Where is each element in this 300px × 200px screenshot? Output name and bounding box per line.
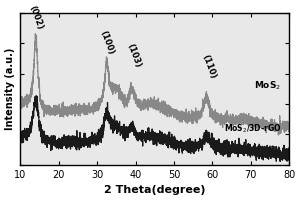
Text: MoS$_2$/3D-rGO: MoS$_2$/3D-rGO <box>224 122 281 135</box>
Y-axis label: Intensity (a.u.): Intensity (a.u.) <box>5 48 15 130</box>
Text: (100): (100) <box>98 29 115 56</box>
Text: MoS$_2$: MoS$_2$ <box>254 80 281 92</box>
Text: (002): (002) <box>27 5 44 31</box>
Text: (110): (110) <box>200 53 217 80</box>
X-axis label: 2 Theta(degree): 2 Theta(degree) <box>104 185 206 195</box>
Text: (103): (103) <box>125 42 142 69</box>
